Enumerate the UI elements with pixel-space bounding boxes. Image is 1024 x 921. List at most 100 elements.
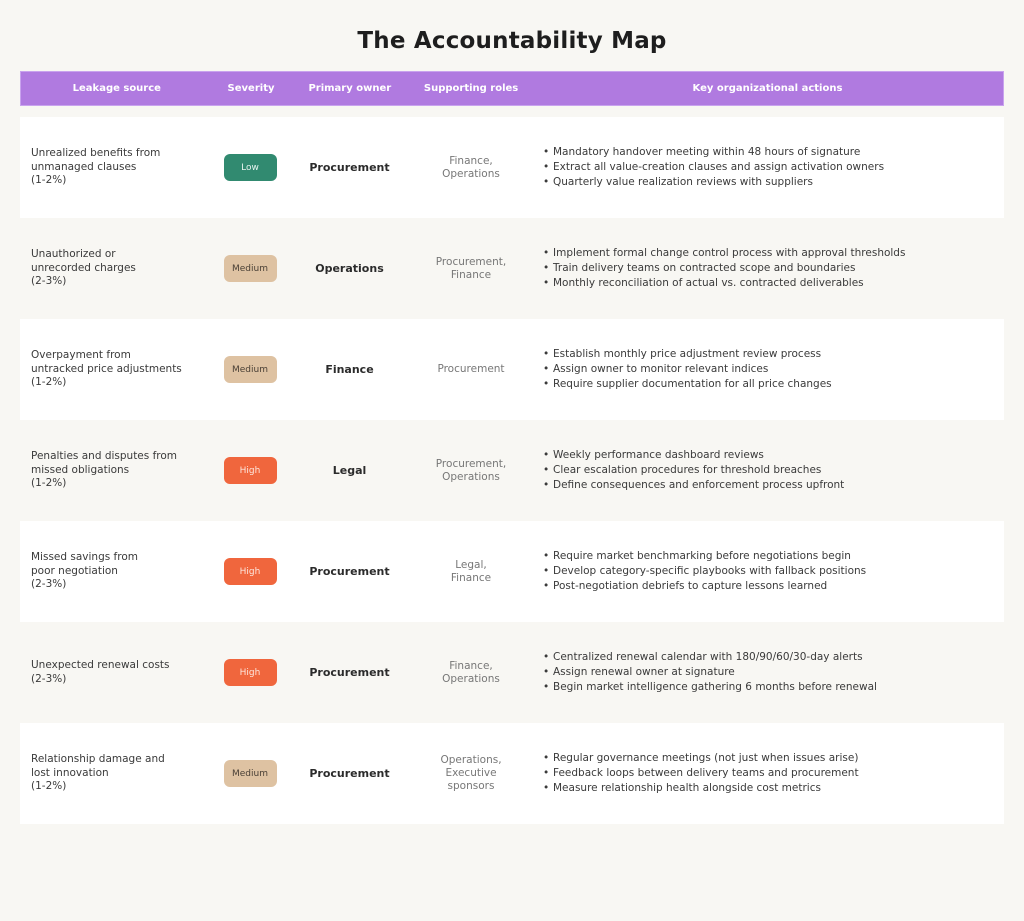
key-actions-cell: Implement formal change control process … (532, 246, 1004, 292)
severity-cell: Medium (212, 356, 289, 383)
leakage-source-line: (1-2%) (31, 174, 67, 187)
severity-cell: High (212, 558, 289, 585)
action-item: Post-negotiation debriefs to capture les… (543, 579, 1004, 594)
leakage-source-line: Unrealized benefits from (31, 147, 161, 160)
leakage-source-line: (2-3%) (31, 672, 67, 685)
primary-owner-cell: Procurement (309, 161, 390, 174)
leakage-source-line: (1-2%) (31, 376, 67, 389)
supporting-role-line: Procurement, (435, 255, 507, 268)
action-list: Centralized renewal calendar with 180/90… (543, 650, 1004, 696)
supporting-role-line: Finance, (449, 659, 493, 672)
primary-owner-cell: Legal (332, 464, 367, 477)
leakage-source-line: Relationship damage and (31, 753, 165, 766)
action-text: Require market benchmarking before negot… (553, 549, 851, 562)
leakage-source-line: unrecorded charges (31, 261, 136, 274)
severity-badge: High (223, 558, 277, 585)
severity-badge: High (223, 659, 277, 686)
action-item: Extract all value-creation clauses and a… (543, 160, 1004, 175)
table-row: Missed savings from poor negotiation (2-3%… (20, 521, 1004, 622)
supporting-role-line: Operations (442, 470, 500, 483)
action-item: Begin market intelligence gathering 6 mo… (543, 680, 1004, 695)
key-actions-cell: Weekly performance dashboard reviews Clea… (532, 448, 1004, 494)
table-row: Overpayment from untracked price adjustme… (20, 319, 1004, 420)
primary-owner-cell: Finance (325, 363, 374, 376)
header-primary-owner: Primary owner (308, 83, 392, 94)
primary-owner-cell: Procurement (309, 767, 390, 780)
action-item: Define consequences and enforcement proc… (543, 478, 1004, 493)
primary-owner-cell: Operations (315, 262, 384, 275)
action-item: Measure relationship health alongside co… (543, 781, 1004, 796)
leakage-source-line: Unauthorized or (31, 248, 116, 261)
action-text: Extract all value-creation clauses and a… (553, 160, 885, 173)
action-text: Measure relationship health alongside co… (553, 782, 821, 795)
severity-cell: Medium (212, 760, 289, 787)
action-item: Assign owner to monitor relevant indices (543, 362, 1004, 377)
severity-badge: Low (223, 154, 277, 181)
supporting-roles-cell: Procurement, Operations (410, 458, 532, 484)
action-text: Establish monthly price adjustment revie… (553, 347, 822, 360)
leakage-source-line: (2-3%) (31, 578, 67, 591)
accountability-table: Leakage source Severity Primary owner Su… (20, 71, 1004, 824)
action-item: Develop category-specific playbooks with… (543, 564, 1004, 579)
action-text: Assign owner to monitor relevant indices (553, 362, 769, 375)
key-actions-cell: Establish monthly price adjustment revie… (532, 347, 1004, 393)
action-item: Train delivery teams on contracted scope… (543, 261, 1004, 276)
leakage-source-line: Overpayment from (31, 349, 131, 362)
leakage-source-cell: Unauthorized or unrecorded charges (2-3%) (20, 248, 212, 289)
leakage-source-cell: Unexpected renewal costs (2-3%) (20, 659, 212, 686)
action-text: Weekly performance dashboard reviews (553, 448, 764, 461)
header-key-actions: Key organizational actions (692, 83, 843, 94)
severity-badge: Medium (223, 255, 277, 282)
action-text: Centralized renewal calendar with 180/90… (553, 650, 863, 663)
action-text: Quarterly value realization reviews with… (553, 176, 813, 189)
leakage-source-line: Missed savings from (31, 551, 138, 564)
leakage-source-cell: Relationship damage and lost innovation (1… (20, 753, 212, 794)
supporting-roles-cell: Operations, Executive sponsors (410, 754, 532, 792)
supporting-role-line: Legal, (455, 558, 487, 571)
severity-cell: High (212, 659, 289, 686)
supporting-role-line: Finance (450, 268, 492, 281)
header-supporting-roles: Supporting roles (423, 83, 519, 94)
header-leakage-source: Leakage source (72, 83, 161, 94)
leakage-source-cell: Penalties and disputes from missed obliga… (20, 450, 212, 491)
action-text: Clear escalation procedures for threshol… (553, 463, 822, 476)
supporting-roles-cell: Legal, Finance (410, 559, 532, 585)
header-severity: Severity (227, 83, 275, 94)
severity-cell: High (212, 457, 289, 484)
supporting-role-line: Procurement (437, 363, 505, 376)
action-text: Post-negotiation debriefs to capture les… (553, 580, 828, 593)
table-row: Unexpected renewal costs (2-3%) High Procur… (20, 622, 1004, 723)
supporting-roles-cell: Finance, Operations (410, 155, 532, 181)
action-item: Establish monthly price adjustment revie… (543, 347, 1004, 362)
action-text: Assign renewal owner at signature (553, 665, 735, 678)
leakage-source-line: missed obligations (31, 463, 130, 476)
leakage-source-line: (2-3%) (31, 275, 67, 288)
supporting-role-line: Operations, (440, 754, 502, 767)
action-list: Regular governance meetings (not just wh… (543, 751, 1004, 797)
action-list: Implement formal change control process … (543, 246, 1004, 292)
supporting-roles-cell: Finance, Operations (410, 660, 532, 686)
action-text: Implement formal change control process … (553, 246, 906, 259)
leakage-source-line: (1-2%) (31, 780, 67, 793)
severity-cell: Medium (212, 255, 289, 282)
supporting-role-line: Executive (445, 767, 497, 780)
action-list: Require market benchmarking before negot… (543, 549, 1004, 595)
table-body: Unrealized benefits from unmanaged clause… (20, 117, 1004, 824)
leakage-source-line: unmanaged clauses (31, 160, 137, 173)
action-text: Monthly reconciliation of actual vs. con… (553, 277, 864, 290)
action-text: Regular governance meetings (not just wh… (553, 751, 859, 764)
severity-badge: High (223, 457, 277, 484)
severity-badge: Medium (223, 760, 277, 787)
severity-badge: Medium (223, 356, 277, 383)
action-text: Develop category-specific playbooks with… (553, 564, 867, 577)
key-actions-cell: Regular governance meetings (not just wh… (532, 751, 1004, 797)
action-text: Feedback loops between delivery teams an… (553, 766, 859, 779)
action-item: Monthly reconciliation of actual vs. con… (543, 276, 1004, 291)
action-item: Require market benchmarking before negot… (543, 549, 1004, 564)
leakage-source-cell: Unrealized benefits from unmanaged clause… (20, 147, 212, 188)
action-item: Centralized renewal calendar with 180/90… (543, 650, 1004, 665)
action-item: Weekly performance dashboard reviews (543, 448, 1004, 463)
action-text: Train delivery teams on contracted scope… (553, 261, 856, 274)
primary-owner-cell: Procurement (309, 666, 390, 679)
